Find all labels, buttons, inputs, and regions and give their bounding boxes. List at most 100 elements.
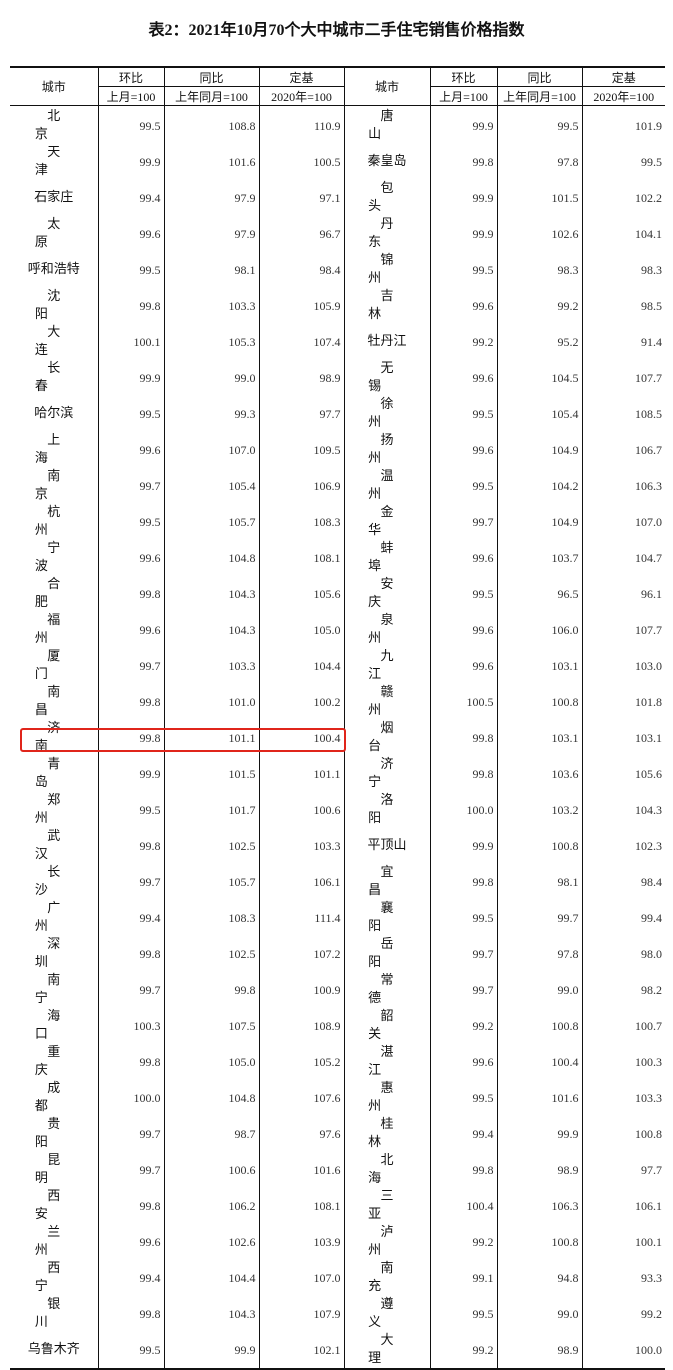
table-row: 合肥 99.8 104.3 105.6 安庆 99.5 96.5 96.1	[10, 576, 665, 612]
base-value-right: 100.8	[581, 1116, 665, 1152]
table-row: 南京 99.7 105.4 106.9 温州 99.5 104.2 106.3	[10, 468, 665, 504]
mom-value-right: 99.9	[429, 105, 498, 144]
table-row: 杭州 99.5 105.7 108.3 金华 99.7 104.9 107.0	[10, 504, 665, 540]
yoy-value-right: 100.8	[496, 828, 583, 864]
mom-value: 99.9	[97, 360, 165, 396]
mom-value: 100.3	[97, 1008, 165, 1044]
city-name: 兰州	[10, 1224, 99, 1260]
yoy-value-right: 94.8	[496, 1260, 583, 1296]
city-name: 厦门	[10, 648, 99, 684]
yoy-value-right: 105.4	[496, 396, 583, 432]
city-name-right: 北海	[343, 1152, 431, 1188]
yoy-value-right: 100.8	[496, 1224, 583, 1260]
table-row: 西宁 99.4 104.4 107.0 南充 99.1 94.8 93.3	[10, 1260, 665, 1296]
table-row: 乌鲁木齐 99.5 99.9 102.1 大理 99.2 98.9 100.0	[10, 1332, 665, 1369]
table-row: 北京 99.5 108.8 110.9 唐山 99.9 99.5 101.9	[10, 105, 665, 144]
mom-value-right: 99.6	[429, 540, 498, 576]
city-name: 青岛	[10, 756, 99, 792]
city-name-right: 唐山	[343, 105, 431, 144]
yoy-value-right: 101.6	[496, 1080, 583, 1116]
yoy-value-right: 98.3	[496, 252, 583, 288]
yoy-value: 102.5	[163, 936, 260, 972]
yoy-value-right: 98.9	[496, 1152, 583, 1188]
city-name: 上海	[10, 432, 99, 468]
city-name: 武汉	[10, 828, 99, 864]
table-row: 呼和浩特 99.5 98.1 98.4 锦州 99.5 98.3 98.3	[10, 252, 665, 288]
city-name: 西安	[10, 1188, 99, 1224]
base-value: 105.9	[258, 288, 345, 324]
table-title: 表2：2021年10月70个大中城市二手住宅销售价格指数	[148, 22, 525, 39]
base-value-right: 104.3	[581, 792, 665, 828]
table-row: 沈阳 99.8 103.3 105.9 吉林 99.6 99.2 98.5	[10, 288, 665, 324]
mom-value-right: 99.5	[429, 1080, 498, 1116]
mom-value-right: 99.6	[429, 612, 498, 648]
mom-value: 99.6	[97, 540, 165, 576]
yoy-value-right: 103.1	[496, 720, 583, 756]
city-name-right: 惠州	[343, 1080, 431, 1116]
base-value: 103.3	[258, 828, 345, 864]
yoy-value-right: 99.5	[496, 105, 583, 144]
city-name: 北京	[10, 105, 99, 144]
city-name-right: 桂林	[343, 1116, 431, 1152]
mom-value: 99.7	[97, 1152, 165, 1188]
table-row: 南宁 99.7 99.8 100.9 常德 99.7 99.0 98.2	[10, 972, 665, 1008]
base-value-right: 98.5	[581, 288, 665, 324]
base-value: 102.1	[258, 1332, 345, 1369]
city-name: 宁波	[10, 540, 99, 576]
header-mom-sub-right: 上月=100	[429, 86, 498, 106]
city-name-right: 徐州	[343, 396, 431, 432]
base-value-right: 106.7	[581, 432, 665, 468]
mom-value: 99.8	[97, 1188, 165, 1224]
yoy-value: 108.8	[163, 105, 260, 144]
mom-value-right: 99.5	[429, 900, 498, 936]
base-value-right: 100.1	[581, 1224, 665, 1260]
yoy-value: 99.0	[163, 360, 260, 396]
city-name: 海口	[10, 1008, 99, 1044]
base-value: 108.1	[258, 1188, 345, 1224]
base-value-right: 100.7	[581, 1008, 665, 1044]
mom-value: 100.0	[97, 1080, 165, 1116]
yoy-value-right: 100.8	[496, 1008, 583, 1044]
header-city: 城市	[10, 67, 99, 106]
yoy-value-right: 97.8	[496, 144, 583, 180]
mom-value-right: 99.2	[429, 1224, 498, 1260]
city-name-right: 九江	[343, 648, 431, 684]
city-name: 福州	[10, 612, 99, 648]
city-name: 南昌	[10, 684, 99, 720]
yoy-value-right: 99.2	[496, 288, 583, 324]
yoy-value: 102.5	[163, 828, 260, 864]
yoy-value-right: 98.1	[496, 864, 583, 900]
base-value-right: 103.0	[581, 648, 665, 684]
mom-value: 99.7	[97, 648, 165, 684]
city-name: 长沙	[10, 864, 99, 900]
city-name: 合肥	[10, 576, 99, 612]
table-row: 贵阳 99.7 98.7 97.6 桂林 99.4 99.9 100.8	[10, 1116, 665, 1152]
base-value-right: 107.7	[581, 360, 665, 396]
mom-value-right: 99.9	[429, 828, 498, 864]
base-value-right: 100.3	[581, 1044, 665, 1080]
table-row: 武汉 99.8 102.5 103.3 平顶山 99.9 100.8 102.3	[10, 828, 665, 864]
city-name-right: 三亚	[343, 1188, 431, 1224]
base-value: 100.2	[258, 684, 345, 720]
base-value-right: 97.7	[581, 1152, 665, 1188]
city-name-right: 岳阳	[343, 936, 431, 972]
yoy-value: 104.8	[163, 540, 260, 576]
base-value-right: 99.4	[581, 900, 665, 936]
mom-value: 99.8	[97, 576, 165, 612]
base-value-right: 98.4	[581, 864, 665, 900]
city-name-right: 吉林	[343, 288, 431, 324]
header-base: 定基	[258, 67, 345, 87]
mom-value-right: 100.0	[429, 792, 498, 828]
city-name: 深圳	[10, 936, 99, 972]
yoy-value-right: 103.7	[496, 540, 583, 576]
mom-value-right: 99.6	[429, 648, 498, 684]
base-value: 107.2	[258, 936, 345, 972]
header-yoy-sub: 上年同月=100	[163, 86, 260, 106]
mom-value-right: 100.5	[429, 684, 498, 720]
table-row: 昆明 99.7 100.6 101.6 北海 99.8 98.9 97.7	[10, 1152, 665, 1188]
mom-value-right: 99.6	[429, 360, 498, 396]
base-value-right: 98.2	[581, 972, 665, 1008]
yoy-value-right: 104.5	[496, 360, 583, 396]
city-name-right: 赣州	[343, 684, 431, 720]
city-name: 西宁	[10, 1260, 99, 1296]
